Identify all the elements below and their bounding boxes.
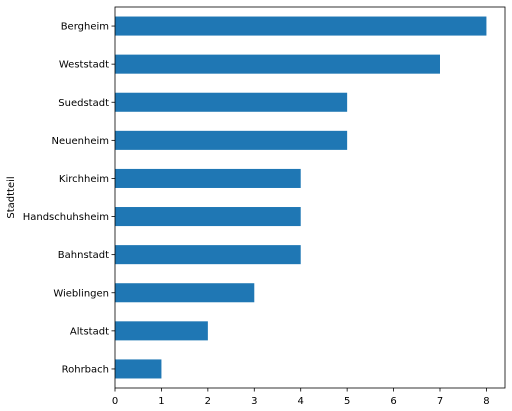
y-tick-label: Bahnstadt: [58, 250, 109, 261]
y-axis-ticks: Rohrbach Altstadt Wieblingen Bahnstadt Hands…: [23, 22, 115, 375]
bar-handschuhsheim: [115, 207, 301, 227]
y-tick-label: Weststadt: [59, 60, 109, 71]
plot-frame: [114, 6, 506, 389]
y-tick-label: Handschuhsheim: [23, 212, 109, 223]
bar-weststadt: [115, 54, 440, 74]
y-tick-label: Neuenheim: [52, 136, 109, 147]
x-tick-label: 6: [390, 396, 396, 407]
x-tick-label: 3: [251, 396, 257, 407]
x-tick-label: 2: [205, 396, 211, 407]
x-tick-label: 1: [158, 396, 164, 407]
bar-wieblingen: [115, 283, 255, 303]
bar-rohrbach: [115, 359, 162, 379]
bar-neuenheim: [115, 130, 348, 150]
y-tick-label: Wieblingen: [53, 288, 109, 299]
bar-kirchheim: [115, 168, 301, 188]
x-tick-label: 0: [112, 396, 118, 407]
bars-group: [115, 16, 487, 379]
y-tick-label: Suedstadt: [58, 98, 109, 109]
bar-suedstadt: [115, 92, 348, 112]
bar-bahnstadt: [115, 245, 301, 265]
y-tick-label: Kirchheim: [59, 174, 109, 185]
x-tick-label: 8: [483, 396, 489, 407]
bar-altstadt: [115, 321, 208, 341]
x-axis-ticks: 0 1 2 3 4 5 6 7 8: [112, 388, 490, 407]
x-tick-label: 4: [298, 396, 304, 407]
x-tick-label: 5: [344, 396, 350, 407]
y-tick-label: Bergheim: [61, 22, 109, 33]
bar-bergheim: [115, 16, 487, 36]
y-tick-label: Rohrbach: [62, 364, 109, 375]
y-tick-label: Altstadt: [70, 326, 109, 337]
x-tick-label: 7: [437, 396, 443, 407]
y-axis-label: Stadtteil: [6, 176, 17, 218]
